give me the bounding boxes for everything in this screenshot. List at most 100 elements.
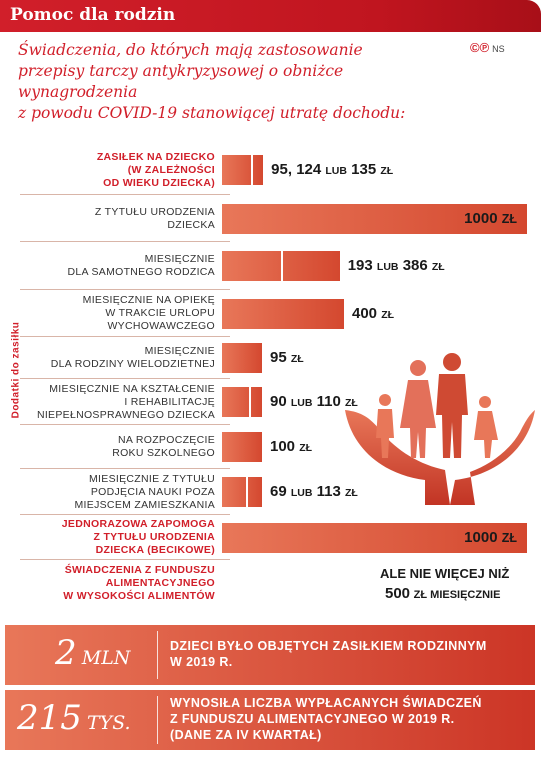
row-separator <box>20 424 230 425</box>
category-label-line: z tytułu urodzenia <box>94 205 215 218</box>
benefit-bar <box>222 522 527 553</box>
value-separator: lub <box>376 261 399 273</box>
stat-panel-2: 215 tys. wynosiła liczba wypłacanych świ… <box>5 690 535 750</box>
category-label: miesięcznie na opiekę w trakcie urlopu wyc… <box>20 294 215 333</box>
stat-1-text: dzieci było objętych zasiłkiem rodzinnym… <box>170 638 487 670</box>
benefit-value-label: 400 zł <box>352 305 394 322</box>
category-label-line: miejscem zamieszkania <box>74 498 215 511</box>
stat-1-line-1: dzieci było objętych zasiłkiem rodzinnym <box>170 639 487 653</box>
value-unit: zł <box>345 487 358 499</box>
father-body <box>436 374 468 458</box>
row-separator <box>20 468 230 469</box>
value-unit: zł <box>380 165 394 177</box>
category-label-line: podjęcia nauki poza <box>90 485 215 498</box>
stat-2-number: 215 <box>17 698 82 738</box>
stat-2-divider <box>157 696 158 744</box>
value-unit: zł <box>299 442 313 454</box>
subtitle-line-1: Świadczenia, do których mają zastosowani… <box>18 41 363 59</box>
benefit-value-label: 90 lub 110 zł <box>270 393 358 410</box>
benefit-bar <box>222 477 262 507</box>
category-label: Świadczenia z Funduszu Alimentacyjnego w w… <box>20 564 215 603</box>
category-label-line: w wysokości alimentów <box>63 590 215 602</box>
category-label-line: w trakcie urlopu <box>105 307 215 319</box>
category-label-line: Jednorazowa zapomoga <box>61 518 215 530</box>
row-separator <box>20 336 230 337</box>
mother-body <box>400 380 436 458</box>
stat-1-figure: 2 mln <box>55 633 130 673</box>
category-label: Zasiłek na dziecko (w zależności od wieku … <box>20 151 215 190</box>
stat-1-unit: mln <box>81 647 131 669</box>
stat-1-line-2: w 2019 r. <box>170 655 233 669</box>
category-label-line: miesięcznie z tytułu <box>89 472 215 485</box>
subtitle-line-3: z powodu COVID-19 stanowiącej utratę doc… <box>18 104 406 122</box>
value-amount-a: 400 <box>352 304 378 322</box>
benefit-bar <box>222 251 340 281</box>
mother-head <box>410 360 426 376</box>
header-bar: Pomoc dla rodzin <box>0 0 541 32</box>
benefit-bar <box>222 432 262 462</box>
stat-2-line-2: z Funduszu Alimentacyjnego w 2019 r. <box>170 712 455 726</box>
stat-2-figure: 215 tys. <box>17 698 131 738</box>
category-label-line: dla samotnego rodzica <box>67 266 215 278</box>
benefit-bar-min-marker <box>222 251 283 281</box>
benefit-value-label: 69 lub 113 zł <box>270 483 358 500</box>
benefit-bar <box>222 387 262 417</box>
family-hands-illustration <box>345 353 535 505</box>
stat-2-text: wynosiła liczba wypłacanych świadczeń z … <box>170 695 482 743</box>
benefit-bar <box>222 203 527 234</box>
category-label-line: Zasiłek na dziecko <box>96 150 215 163</box>
copyright: ©℗ NS <box>470 40 505 55</box>
category-label-line: miesięcznie na kształcenie <box>49 382 215 395</box>
row-separator <box>20 194 230 195</box>
value-amount-a: 69 <box>270 483 287 500</box>
benefit-value-label: 95 zł <box>270 349 304 366</box>
value-amount-b: 135 <box>351 161 377 178</box>
child-right-body <box>474 411 498 458</box>
category-label-line: Alimentacyjnego <box>105 577 215 589</box>
category-label-line: niepełnosprawnego dziecka <box>36 408 215 421</box>
value-separator: lub <box>290 397 313 409</box>
category-label: z tytułu urodzenia dziecka <box>20 206 215 232</box>
value-amount-a: 100 <box>270 438 296 455</box>
row-separator <box>20 514 230 515</box>
benefit-value-label: 1000 zł <box>464 210 517 227</box>
value-separator: lub <box>290 487 313 499</box>
fund-limit-note-line-1: ale nie więcej niż <box>380 565 510 581</box>
category-label: miesięcznie dla samotnego rodzica <box>20 253 215 279</box>
category-label-line: roku szkolnego <box>112 447 215 459</box>
category-label: miesięcznie dla rodziny wielodzietnej <box>20 345 215 371</box>
copyright-symbols: ©℗ <box>470 40 490 55</box>
stat-1-divider <box>157 631 158 679</box>
fund-limit-note-line-2: 500 zł miesięcznie <box>385 585 500 602</box>
category-label-line: miesięcznie <box>144 345 215 357</box>
child-left-body <box>376 409 394 458</box>
category-label-line: dziecka <box>167 218 215 231</box>
value-separator: lub <box>325 165 347 177</box>
left-hand-shape <box>345 410 450 505</box>
benefit-bar-min-marker <box>222 387 252 417</box>
value-amount-b: 113 <box>316 483 341 500</box>
category-label-line: (w zależności <box>127 163 215 176</box>
stat-2-line-1: wynosiła liczba wypłacanych świadczeń <box>170 696 482 710</box>
value-unit: zł <box>345 397 358 409</box>
category-label-line: na rozpoczęcie <box>118 434 215 446</box>
benefit-bar <box>222 343 262 373</box>
value-amount-a: 193 <box>347 257 373 274</box>
category-label: na rozpoczęcie roku szkolnego <box>20 434 215 460</box>
benefit-bar <box>222 298 344 329</box>
benefit-bar-min-marker <box>222 477 248 507</box>
benefit-bar-min-marker <box>222 155 253 185</box>
category-label-line: dla rodziny wielodzietnej <box>50 358 215 370</box>
stat-1-number: 2 <box>55 633 77 673</box>
benefit-value-label: 1000 zł <box>464 529 517 546</box>
category-label-line: miesięcznie na opiekę <box>82 294 215 306</box>
value-unit: zł <box>431 261 445 273</box>
value-unit: zł <box>290 353 304 365</box>
right-hand-shape <box>450 410 535 505</box>
value-amount-a: 1000 <box>464 209 498 227</box>
child-left-head <box>379 394 391 406</box>
value-amount-a: 95 <box>270 349 287 366</box>
stat-2-unit: tys. <box>87 712 131 734</box>
category-label-line: miesięcznie <box>144 253 215 265</box>
row-separator <box>20 289 230 290</box>
